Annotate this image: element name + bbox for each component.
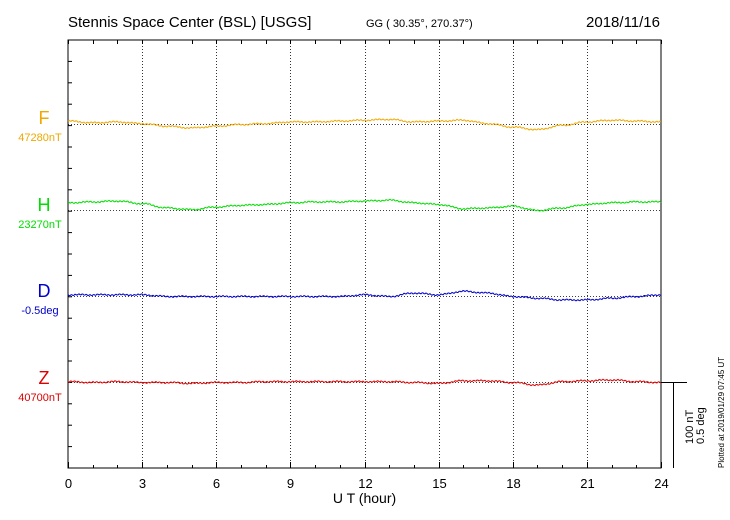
- channel-h-label: H: [38, 195, 51, 215]
- series-z-line: [67, 378, 662, 387]
- x-axis-label: U T (hour): [333, 490, 396, 506]
- x-tick-label: 15: [432, 476, 446, 491]
- channel-d-baseline-value: -0.5deg: [21, 305, 58, 317]
- x-tick-label: 18: [506, 476, 520, 491]
- x-tick-label: 6: [213, 476, 220, 491]
- scale-label-nt: 100 nT: [684, 409, 696, 444]
- x-tick-label: 0: [65, 476, 72, 491]
- x-tick-label: 24: [654, 476, 668, 491]
- plotted-note: Plotted at 2019/01/29 07:45 UT: [717, 357, 726, 468]
- grid: [142, 40, 588, 468]
- baselines: [68, 124, 661, 383]
- x-axis-ticks: 0 3 6 9 12 15 18 21 24: [65, 39, 669, 491]
- date-label: 2018/11/16: [586, 14, 660, 31]
- channel-f-baseline-value: 47280nT: [18, 132, 62, 144]
- plot-frame: [67, 39, 662, 469]
- station-title: Stennis Space Center (BSL) [USGS]: [68, 14, 311, 31]
- scale-label-deg: 0.5 deg: [695, 407, 707, 444]
- series-lines: [67, 118, 662, 387]
- channel-labels: F 47280nT H 23270nT D -0.5deg Z 40700nT: [18, 108, 62, 404]
- series-h-line: [67, 198, 662, 212]
- coordinates-label: GG ( 30.35°, 270.37°): [366, 18, 473, 30]
- x-tick-label: 3: [139, 476, 146, 491]
- x-tick-label: 9: [287, 476, 294, 491]
- channel-d-label: D: [38, 281, 51, 301]
- x-tick-label: 12: [358, 476, 372, 491]
- channel-z-label: Z: [39, 368, 50, 388]
- channel-z-baseline-value: 40700nT: [18, 392, 62, 404]
- channel-h-baseline-value: 23270nT: [18, 219, 62, 231]
- series-d-line: [67, 289, 662, 302]
- header: Stennis Space Center (BSL) [USGS] GG ( 3…: [68, 14, 660, 31]
- channel-f-label: F: [39, 108, 50, 128]
- x-tick-label: 21: [580, 476, 594, 491]
- scale-bar: 100 nT 0.5 deg: [661, 382, 707, 468]
- series-f-line: [67, 118, 662, 131]
